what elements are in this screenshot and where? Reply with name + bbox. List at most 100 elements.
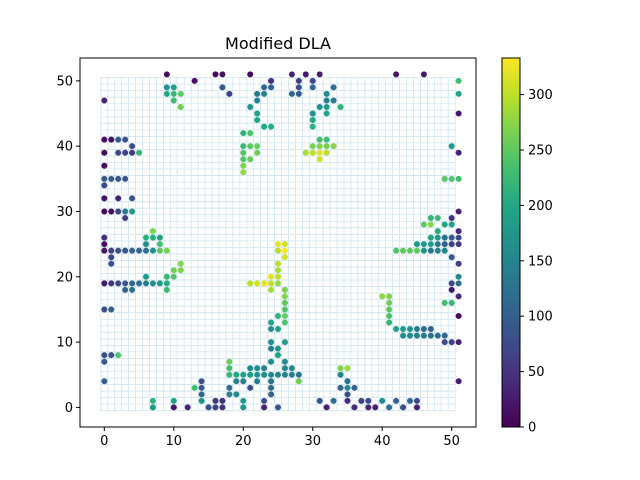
data-point	[261, 371, 268, 378]
data-point	[323, 136, 330, 143]
data-point	[281, 365, 288, 372]
data-point	[275, 404, 281, 411]
data-point	[115, 352, 122, 359]
data-point	[448, 339, 455, 346]
data-point	[212, 404, 219, 411]
data-point	[205, 404, 212, 411]
data-point	[275, 280, 281, 287]
data-point	[309, 117, 316, 124]
y-tick-label: 40	[56, 140, 73, 155]
data-point	[386, 319, 393, 326]
data-point	[413, 241, 420, 248]
data-point	[122, 215, 129, 222]
data-point	[441, 175, 448, 182]
data-point	[337, 371, 344, 378]
data-point	[295, 77, 302, 84]
data-point	[400, 332, 407, 339]
data-point	[281, 241, 288, 248]
data-point	[101, 208, 108, 215]
data-point	[393, 247, 400, 254]
data-point	[427, 221, 434, 228]
data-point	[240, 371, 247, 378]
data-point	[288, 371, 295, 378]
data-point	[281, 319, 288, 326]
data-point	[101, 149, 108, 156]
data-point	[177, 90, 184, 97]
data-point	[275, 371, 281, 378]
data-point	[122, 247, 129, 254]
data-point	[365, 404, 372, 411]
data-point	[427, 215, 434, 222]
data-point	[427, 241, 434, 248]
data-point	[330, 143, 337, 150]
data-point	[170, 90, 177, 97]
data-point	[122, 136, 129, 143]
data-point	[275, 267, 281, 274]
data-point	[219, 84, 226, 91]
data-point	[455, 228, 462, 235]
data-point	[281, 254, 288, 261]
data-point	[441, 339, 448, 346]
data-point	[288, 90, 295, 97]
data-point	[281, 358, 288, 365]
data-point	[101, 195, 108, 202]
data-point	[413, 326, 420, 333]
data-point	[316, 149, 323, 156]
data-point	[261, 280, 268, 287]
data-point	[101, 175, 108, 182]
data-point	[268, 358, 275, 365]
data-point	[281, 371, 288, 378]
data-point	[441, 247, 448, 254]
data-point	[170, 97, 177, 104]
data-point	[268, 345, 275, 352]
data-point	[407, 247, 413, 254]
data-point	[455, 280, 462, 287]
data-point	[413, 332, 420, 339]
data-point	[379, 293, 386, 300]
data-point	[101, 280, 108, 287]
data-point	[101, 378, 108, 385]
data-point	[309, 123, 316, 130]
data-point	[275, 352, 281, 359]
data-point	[386, 306, 393, 313]
data-point	[115, 280, 122, 287]
data-point	[129, 286, 136, 293]
colorbar: 0 50 100 150 200 250 300	[501, 57, 553, 436]
data-point	[101, 182, 108, 189]
data-point	[240, 378, 247, 385]
data-point	[455, 273, 462, 280]
data-point	[379, 397, 386, 404]
data-point	[129, 143, 136, 150]
data-point	[455, 234, 462, 241]
data-point	[268, 391, 275, 398]
data-point	[108, 254, 115, 261]
data-point	[434, 241, 441, 248]
data-point	[344, 378, 351, 385]
data-point	[268, 371, 275, 378]
data-point	[247, 365, 254, 372]
data-point	[129, 195, 136, 202]
data-point	[212, 71, 219, 78]
data-point	[247, 371, 254, 378]
data-point	[455, 208, 462, 215]
data-point	[413, 397, 420, 404]
data-point	[115, 208, 122, 215]
data-point	[400, 326, 407, 333]
data-point	[184, 404, 191, 411]
data-point	[441, 299, 448, 306]
data-point	[170, 404, 177, 411]
data-point	[240, 162, 247, 169]
data-point	[122, 280, 129, 287]
data-point	[268, 339, 275, 346]
data-point	[427, 234, 434, 241]
data-point	[281, 293, 288, 300]
data-point	[122, 149, 129, 156]
data-point	[275, 241, 281, 248]
data-point	[448, 215, 455, 222]
data-point	[420, 332, 427, 339]
data-point	[198, 397, 205, 404]
data-point	[219, 404, 226, 411]
data-point	[316, 397, 323, 404]
data-point	[136, 280, 143, 287]
